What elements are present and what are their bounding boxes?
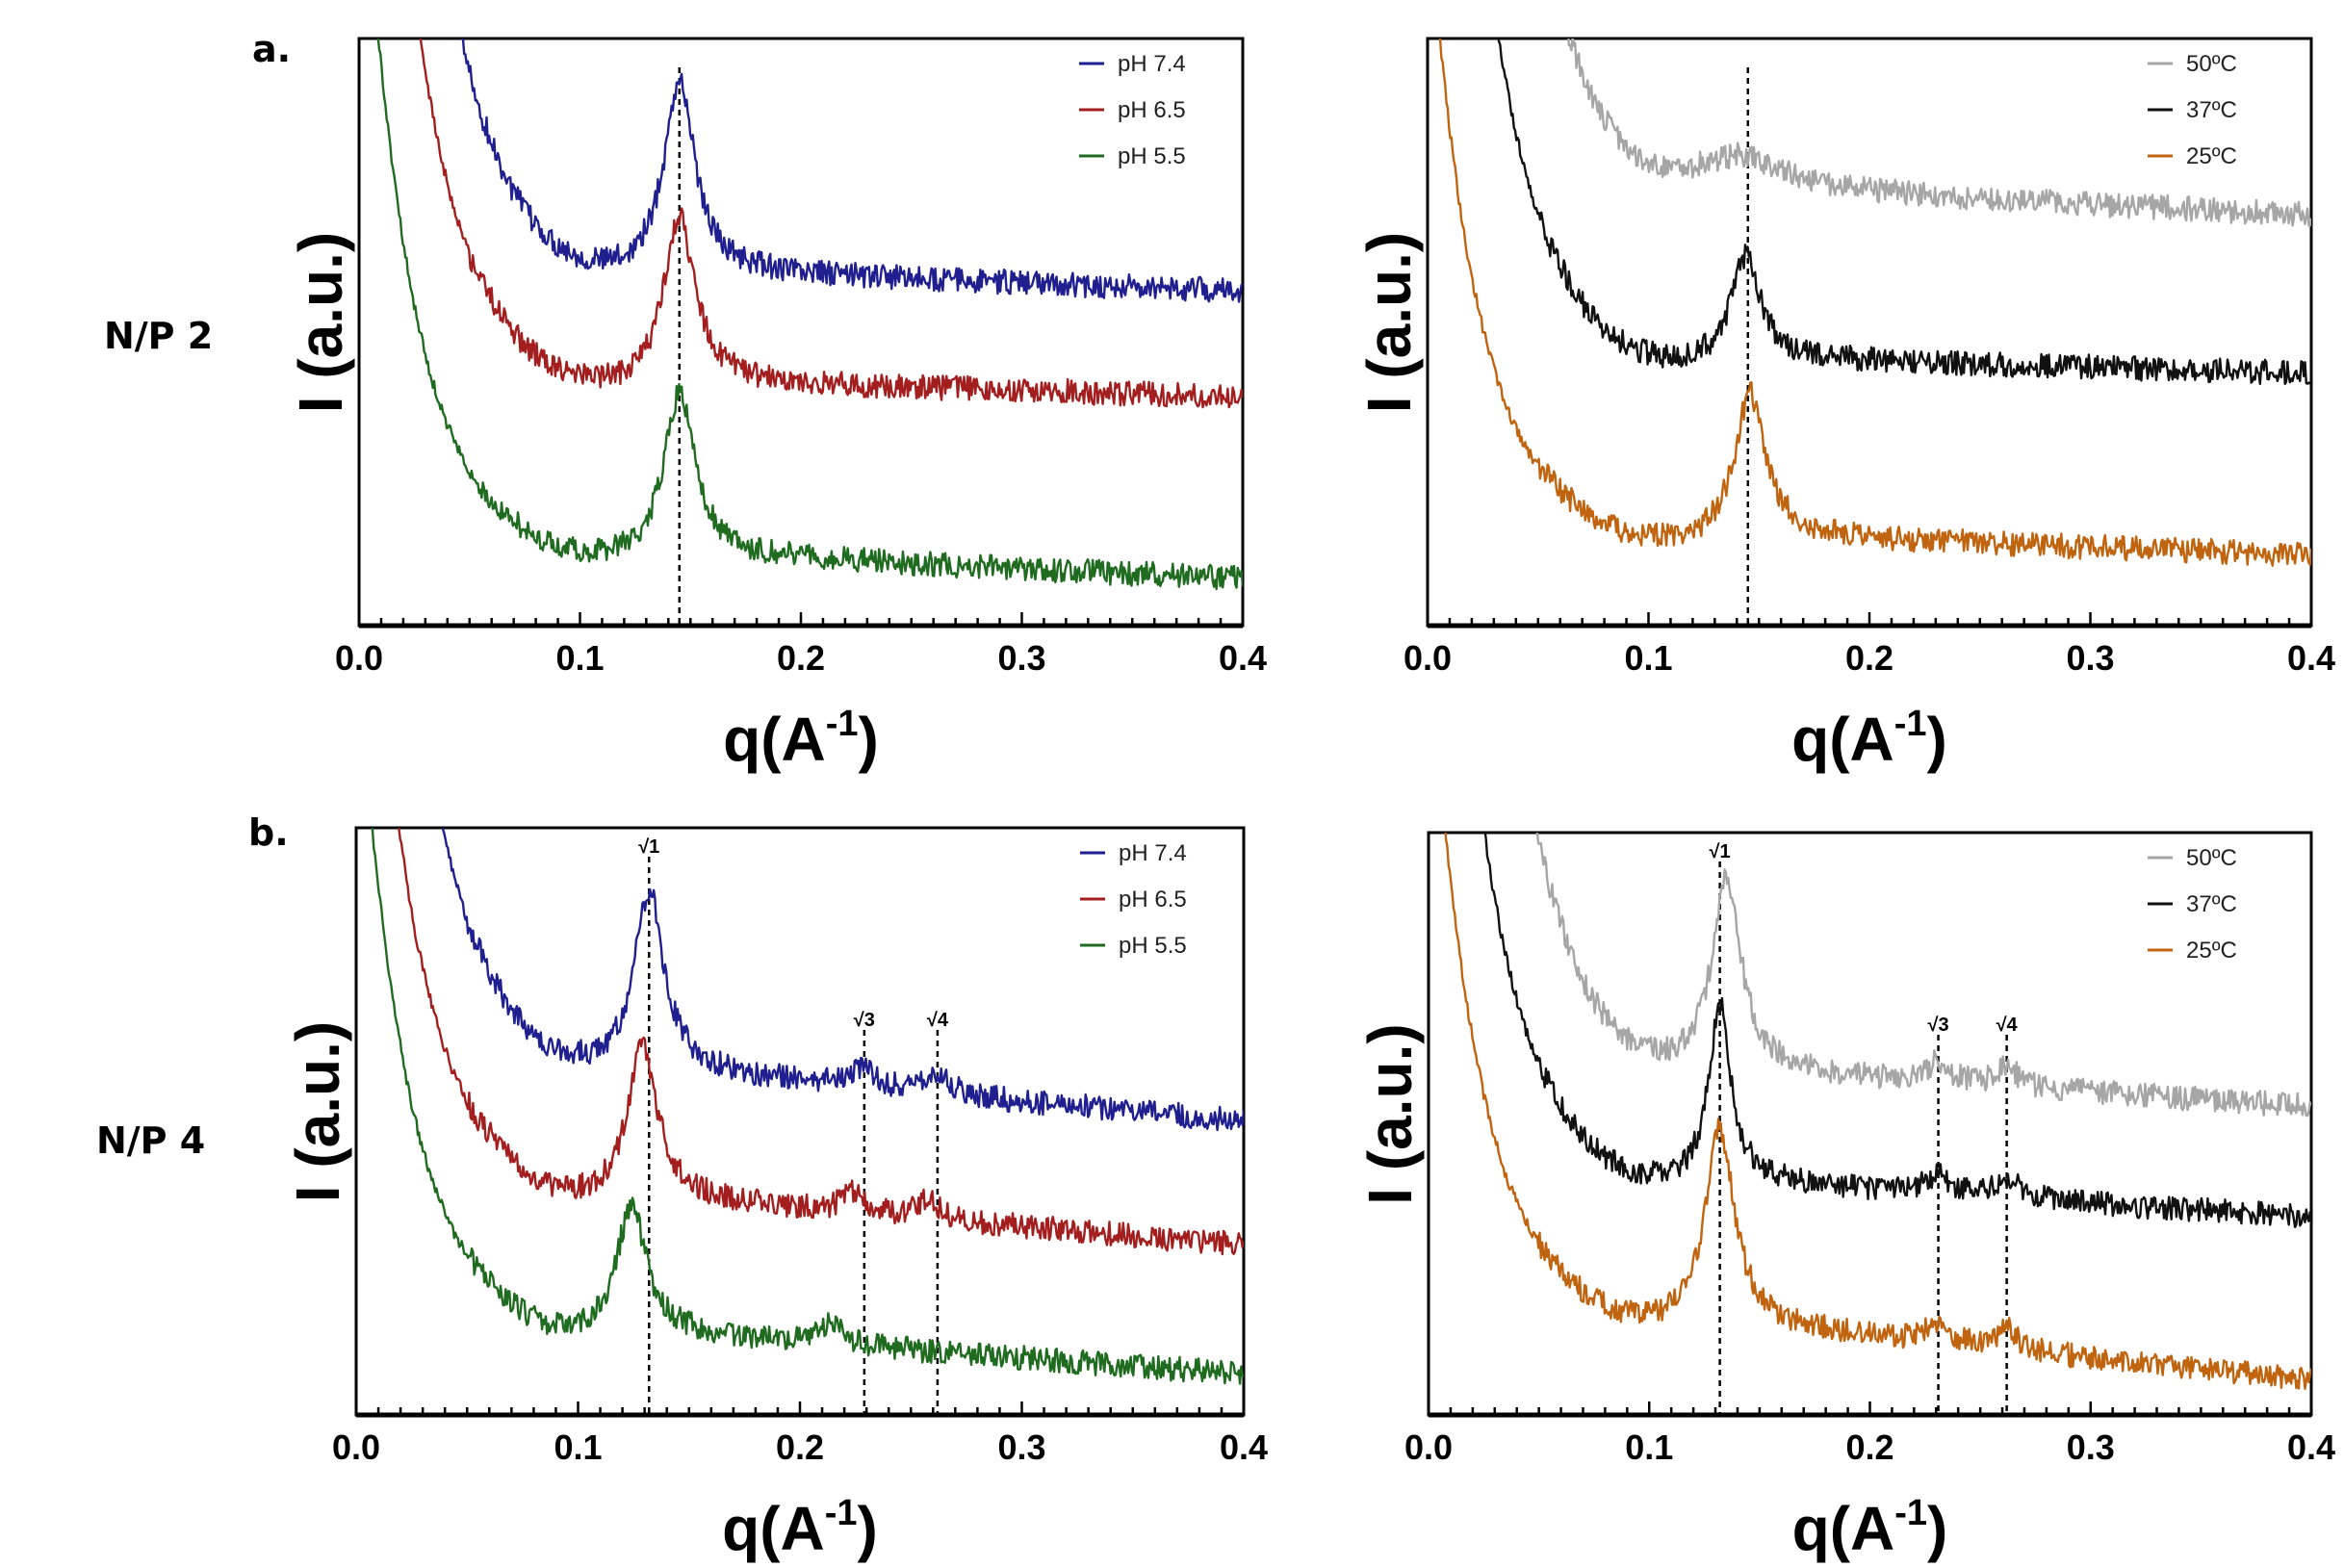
- series-line-ph74: [441, 828, 1244, 1132]
- chart-np2-temperature: 0.0 0.1 0.2 0.3 0.4 q(A-1) I (a.u.) 50ºC 37ºC 25º…: [1354, 37, 2335, 774]
- series-line-ph65: [419, 39, 1243, 409]
- reference-line-label: √4: [927, 1010, 949, 1031]
- y-axis-label: I (a.u.): [1355, 1023, 1425, 1204]
- row-label-np2: N/P 2: [104, 315, 213, 357]
- legend-label: pH 7.4: [1119, 840, 1187, 866]
- x-tick-label: 0.4: [2287, 638, 2335, 678]
- series-line-25c: [1444, 833, 2311, 1390]
- x-tick-label: 0.4: [1220, 1427, 1268, 1467]
- x-tick-label: 0.0: [332, 1427, 380, 1467]
- legend-label: pH 5.5: [1119, 933, 1187, 959]
- panel-letter-a: a.: [252, 28, 291, 70]
- legend-label: 25ºC: [2186, 938, 2237, 964]
- reference-line-label: √1: [638, 836, 659, 858]
- panel-letter-b: b.: [248, 811, 289, 854]
- series-line-37c: [1497, 39, 2311, 386]
- reference-line-label: √3: [854, 1010, 875, 1031]
- y-axis-label: I (a.u.): [1354, 232, 1424, 413]
- legend-label: pH 7.4: [1118, 51, 1186, 77]
- reference-line-label: √1: [1710, 841, 1731, 862]
- chart-np4-temperature: 0.0 0.1 0.2 0.3 0.4 q(A-1) I (a.u.) √1 √3 √4 50ºC 3…: [1355, 831, 2335, 1563]
- series-group: [371, 828, 1244, 1385]
- x-tick-label: 0.2: [777, 638, 825, 678]
- legend-label: 37ºC: [2186, 891, 2237, 917]
- x-tick-label: 0.1: [555, 638, 604, 678]
- x-tick-label: 0.3: [997, 638, 1045, 678]
- x-axis-label: q(A-1): [722, 1493, 878, 1563]
- row-label-np4: N/P 4: [96, 1119, 205, 1162]
- series-line-ph55: [371, 828, 1244, 1385]
- x-tick-label: 0.2: [1845, 1427, 1893, 1467]
- series-group: [376, 39, 1243, 591]
- legend-label: pH 6.5: [1119, 887, 1187, 913]
- series-line-ph55: [376, 39, 1243, 591]
- legend-label: pH 6.5: [1118, 97, 1186, 123]
- series-line-37c: [1483, 833, 2311, 1228]
- chart-np2-ph: 0.0 0.1 0.2 0.3 0.4 q(A-1) I (a.u.) pH 7.4 pH 6.…: [286, 37, 1267, 774]
- plot-frame: [357, 37, 1245, 628]
- reference-line-label: √3: [1928, 1015, 1949, 1036]
- legend-label: 50ºC: [2186, 845, 2237, 871]
- x-tick-label: 0.3: [997, 1427, 1045, 1467]
- series-group: [1444, 833, 2311, 1390]
- legend-label: 25ºC: [2186, 143, 2237, 169]
- x-tick-label: 0.0: [1404, 1427, 1453, 1467]
- x-tick-label: 0.1: [1624, 638, 1672, 678]
- reference-line-label: √4: [1996, 1015, 2019, 1036]
- x-axis-label: q(A-1): [1792, 1493, 1948, 1563]
- series-line-ph65: [398, 828, 1244, 1256]
- series-line-50c: [1535, 833, 2311, 1118]
- x-axis-label: q(A-1): [1791, 704, 1947, 774]
- x-tick-label: 0.3: [2066, 638, 2114, 678]
- legend-label: 50ºC: [2186, 51, 2237, 77]
- x-tick-label: 0.4: [2287, 1427, 2335, 1467]
- x-axis-label: q(A-1): [723, 704, 879, 774]
- legend-label: pH 5.5: [1118, 143, 1186, 169]
- plot-frame: [1426, 37, 2313, 628]
- x-tick-label: 0.2: [776, 1427, 824, 1467]
- legend-label: 37ºC: [2186, 97, 2237, 123]
- x-tick-label: 0.0: [1404, 638, 1452, 678]
- x-tick-label: 0.0: [335, 638, 383, 678]
- x-tick-label: 0.2: [1845, 638, 1893, 678]
- y-axis-label: I (a.u.): [283, 1021, 352, 1202]
- x-tick-label: 0.4: [1219, 638, 1267, 678]
- series-line-50c: [1567, 39, 2311, 227]
- x-tick-label: 0.1: [1625, 1427, 1673, 1467]
- x-tick-label: 0.3: [2067, 1427, 2115, 1467]
- chart-np4-ph: 0.0 0.1 0.2 0.3 0.4 q(A-1) I (a.u.) √1 √3 √4 pH 7.…: [283, 826, 1268, 1563]
- series-group: [1438, 39, 2311, 567]
- series-line-ph74: [460, 39, 1243, 303]
- y-axis-label: I (a.u.): [286, 232, 355, 413]
- x-tick-label: 0.1: [554, 1427, 602, 1467]
- series-line-25c: [1438, 39, 2311, 567]
